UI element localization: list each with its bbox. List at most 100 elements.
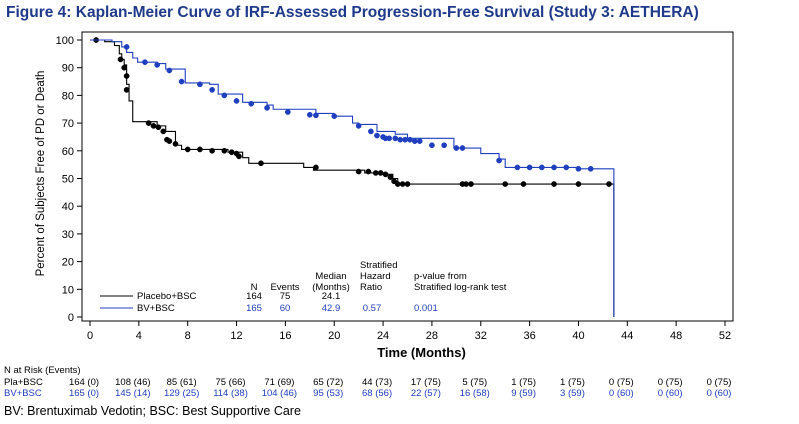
censor-mark bbox=[178, 78, 185, 85]
at-risk-value: 114 (38) bbox=[213, 388, 248, 399]
at-risk-value: 165 (0) bbox=[69, 388, 99, 399]
at-risk-row-label: BV+BSC bbox=[4, 388, 42, 399]
legend-median: 42.9 bbox=[322, 303, 341, 314]
censor-mark bbox=[236, 153, 242, 160]
censor-mark bbox=[587, 165, 594, 172]
censor-mark bbox=[233, 98, 240, 104]
at-risk-value: 0 (75) bbox=[707, 377, 732, 388]
censor-mark bbox=[209, 147, 215, 154]
y-tick-label: 50 bbox=[62, 174, 74, 186]
legend-header: Hazard bbox=[360, 271, 391, 282]
at-risk-value: 71 (69) bbox=[264, 377, 294, 388]
censor-mark bbox=[117, 56, 124, 63]
censor-mark bbox=[514, 164, 521, 171]
x-tick-label: 44 bbox=[621, 330, 633, 342]
x-tick-label: 40 bbox=[572, 330, 584, 342]
censor-mark bbox=[520, 181, 527, 187]
censor-mark bbox=[258, 160, 264, 167]
censor-mark bbox=[166, 67, 173, 74]
at-risk-value: 129 (25) bbox=[164, 388, 199, 399]
y-tick-label: 0 bbox=[68, 312, 74, 324]
at-risk-value: 17 (75) bbox=[411, 377, 441, 388]
censor-mark bbox=[399, 181, 406, 187]
series-line-0 bbox=[90, 39, 615, 317]
censor-mark bbox=[429, 142, 435, 149]
y-tick-label: 100 bbox=[56, 35, 74, 47]
legend-header: Median bbox=[315, 271, 346, 282]
censor-mark bbox=[154, 62, 161, 68]
at-risk-value: 44 (73) bbox=[362, 377, 392, 388]
censor-mark bbox=[142, 59, 148, 66]
censor-mark bbox=[411, 138, 418, 144]
censor-mark bbox=[407, 136, 413, 143]
legend-n: 165 bbox=[246, 303, 262, 314]
censor-mark bbox=[160, 128, 167, 135]
at-risk-value: 65 (72) bbox=[313, 377, 343, 388]
censor-mark bbox=[526, 164, 533, 171]
censor-mark bbox=[284, 109, 291, 115]
legend-n: 164 bbox=[246, 291, 262, 302]
footnote: BV: Brentuximab Vedotin; BSC: Best Suppo… bbox=[4, 404, 301, 418]
censor-mark bbox=[221, 147, 228, 154]
censor-mark bbox=[123, 73, 130, 79]
legend-events: 60 bbox=[280, 303, 291, 314]
y-tick-label: 90 bbox=[62, 63, 74, 75]
censor-mark bbox=[184, 146, 191, 153]
censor-mark bbox=[331, 113, 338, 120]
at-risk-value: 16 (58) bbox=[460, 388, 490, 399]
legend-header: N bbox=[251, 282, 258, 293]
x-tick-label: 28 bbox=[426, 330, 438, 342]
censor-mark bbox=[365, 168, 372, 175]
censor-mark bbox=[221, 92, 228, 99]
censor-mark bbox=[453, 145, 460, 151]
at-risk-value: 0 (60) bbox=[609, 388, 634, 399]
at-risk-value: 3 (59) bbox=[560, 388, 585, 399]
legend-header: (Months) bbox=[312, 282, 349, 293]
y-tick-label: 70 bbox=[62, 118, 74, 130]
at-risk-value: 0 (75) bbox=[658, 377, 683, 388]
at-risk-value: 0 (75) bbox=[609, 377, 634, 388]
censor-mark bbox=[563, 164, 570, 171]
legend-header: p-value from bbox=[414, 271, 467, 282]
at-risk-title: N at Risk (Events) bbox=[4, 365, 81, 376]
at-risk-value: 5 (75) bbox=[462, 377, 487, 388]
censor-mark bbox=[264, 105, 270, 111]
x-tick-label: 16 bbox=[279, 330, 291, 342]
at-risk-row-label: Pla+BSC bbox=[4, 377, 43, 388]
at-risk-value: 68 (56) bbox=[362, 388, 392, 399]
y-tick-label: 10 bbox=[62, 284, 74, 296]
at-risk-value: 1 (75) bbox=[511, 377, 536, 388]
censor-mark bbox=[502, 181, 509, 187]
censor-mark bbox=[355, 168, 362, 175]
y-tick-label: 40 bbox=[62, 201, 74, 213]
legend-header: Stratified bbox=[360, 260, 398, 271]
legend: N Events Median(Months) StratifiedHazardRat… bbox=[100, 260, 507, 314]
x-tick-label: 32 bbox=[475, 330, 487, 342]
censor-mark bbox=[166, 138, 173, 144]
at-risk-value: 104 (46) bbox=[262, 388, 297, 399]
x-tick-label: 20 bbox=[328, 330, 340, 342]
censor-mark bbox=[416, 138, 423, 144]
censor-mark bbox=[551, 181, 557, 187]
at-risk-value: 0 (60) bbox=[707, 388, 732, 399]
censor-mark bbox=[197, 146, 203, 153]
series-line-1 bbox=[90, 39, 615, 317]
censor-mark bbox=[551, 164, 557, 171]
at-risk-value: 95 (53) bbox=[313, 388, 343, 399]
censor-mark bbox=[496, 157, 502, 164]
at-risk-table: N at Risk (Events)Pla+BSC 164 (0) 108 (46)… bbox=[4, 365, 731, 399]
legend-events: 75 bbox=[280, 291, 291, 302]
legend-header: Stratified log-rank test bbox=[414, 282, 507, 293]
censor-mark bbox=[459, 145, 466, 151]
at-risk-value: 9 (59) bbox=[511, 388, 536, 399]
censor-mark bbox=[123, 87, 130, 93]
at-risk-value: 1 (75) bbox=[560, 377, 585, 388]
x-tick-label: 0 bbox=[87, 330, 93, 342]
x-tick-label: 48 bbox=[670, 330, 682, 342]
censor-mark bbox=[209, 87, 215, 93]
censor-mark bbox=[575, 165, 582, 172]
censor-mark bbox=[121, 64, 128, 71]
censor-mark bbox=[228, 149, 235, 156]
